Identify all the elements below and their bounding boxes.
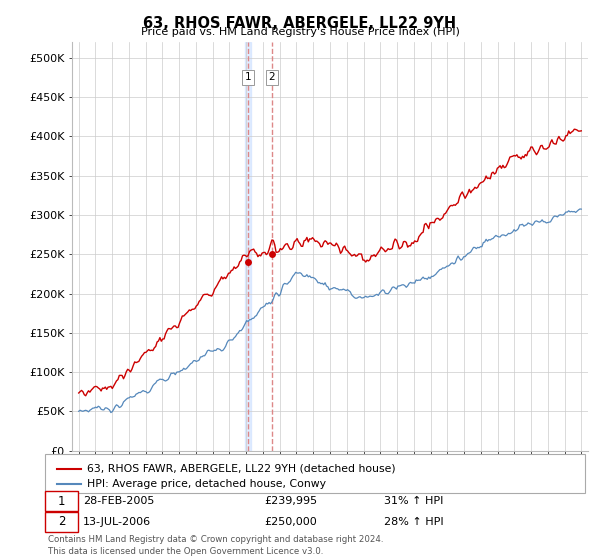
Text: 28-FEB-2005: 28-FEB-2005 xyxy=(83,496,154,506)
Text: 1: 1 xyxy=(245,72,251,82)
Text: HPI: Average price, detached house, Conwy: HPI: Average price, detached house, Conw… xyxy=(87,479,326,489)
Text: 2: 2 xyxy=(269,72,275,82)
Text: 1: 1 xyxy=(58,494,65,508)
Text: 28% ↑ HPI: 28% ↑ HPI xyxy=(384,517,443,527)
Bar xyxy=(245,42,251,451)
Text: 31% ↑ HPI: 31% ↑ HPI xyxy=(384,496,443,506)
Text: Contains HM Land Registry data © Crown copyright and database right 2024.
This d: Contains HM Land Registry data © Crown c… xyxy=(48,535,383,556)
Text: 63, RHOS FAWR, ABERGELE, LL22 9YH (detached house): 63, RHOS FAWR, ABERGELE, LL22 9YH (detac… xyxy=(87,464,395,474)
Text: 13-JUL-2006: 13-JUL-2006 xyxy=(83,517,151,527)
Text: 2: 2 xyxy=(58,515,65,529)
Text: £250,000: £250,000 xyxy=(264,517,317,527)
Text: 63, RHOS FAWR, ABERGELE, LL22 9YH: 63, RHOS FAWR, ABERGELE, LL22 9YH xyxy=(143,16,457,31)
Text: Price paid vs. HM Land Registry's House Price Index (HPI): Price paid vs. HM Land Registry's House … xyxy=(140,27,460,37)
Text: £239,995: £239,995 xyxy=(264,496,317,506)
